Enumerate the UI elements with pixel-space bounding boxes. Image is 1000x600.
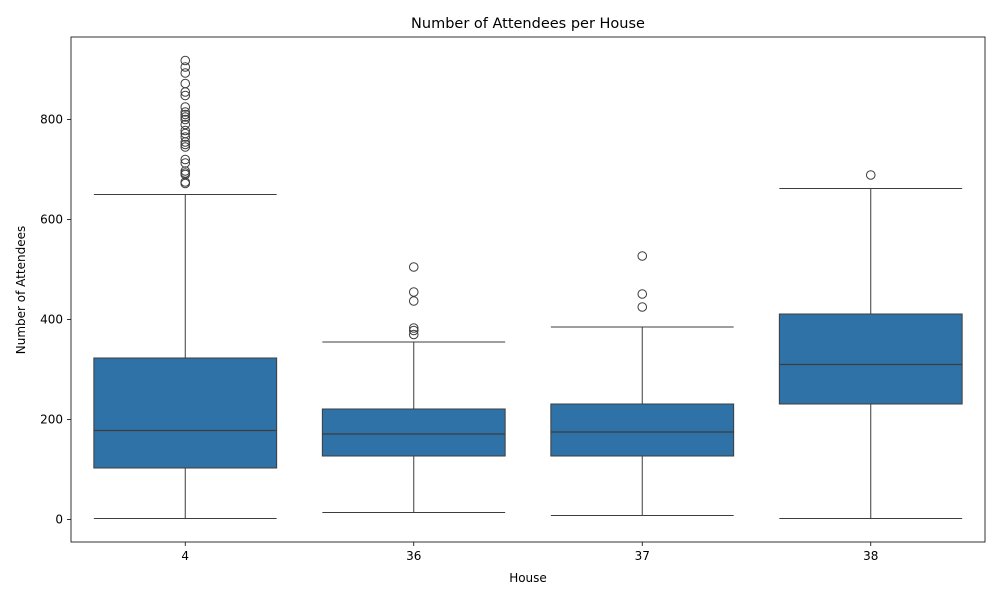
outlier-point (180, 125, 191, 136)
x-tick-label: 37 (635, 549, 650, 563)
x-tick-label: 36 (406, 549, 421, 563)
outlier-point (180, 62, 191, 72)
y-tick-label: 400 (40, 313, 63, 327)
outlier-point (180, 107, 191, 117)
box-group-37 (550, 251, 735, 516)
outlier-point (408, 323, 419, 333)
outlier-point (180, 154, 191, 165)
outlier-point (180, 132, 191, 142)
outlier-point (180, 166, 191, 176)
outlier-point (180, 102, 191, 112)
chart-title: Number of Attendees per House (411, 16, 645, 32)
outlier-point (180, 119, 191, 130)
outlier-point (180, 112, 191, 122)
outlier-point (180, 68, 191, 78)
y-tick-label: 800 (40, 113, 63, 127)
x-axis: 4 36 37 38 (181, 542, 878, 563)
outlier-point (865, 170, 876, 180)
box-group-4 (93, 55, 278, 519)
x-tick-label: 38 (863, 549, 878, 563)
box-group-38 (778, 170, 963, 519)
outlier-point (637, 302, 648, 312)
outlier-point (408, 287, 419, 297)
outlier-point (180, 109, 191, 120)
outlier-point (637, 251, 648, 261)
outlier-point (408, 296, 419, 306)
iqr-box (321, 408, 506, 457)
outlier-point (637, 289, 648, 299)
plot-frame (70, 36, 986, 543)
y-tick-label: 200 (40, 413, 63, 427)
iqr-box (93, 357, 278, 469)
outlier-point (408, 325, 419, 336)
outlier-point (180, 158, 191, 168)
box-group-36 (321, 262, 506, 513)
y-tick-label: 600 (40, 213, 63, 227)
iqr-box (550, 403, 735, 457)
outlier-point (180, 55, 191, 66)
x-axis-title: House (509, 571, 547, 585)
y-axis-title: Number of Attendees (14, 226, 28, 354)
outlier-point (180, 78, 191, 89)
outlier-point (408, 262, 419, 272)
x-tick-label: 4 (181, 549, 189, 563)
outlier-point (180, 90, 191, 101)
y-tick-label: 0 (55, 513, 63, 527)
iqr-box (778, 313, 963, 405)
outlier-point (180, 142, 191, 152)
outlier-point (408, 329, 419, 340)
outlier-point (180, 114, 191, 125)
outlier-point (180, 139, 191, 150)
y-axis: 0 200 400 600 800 (40, 113, 71, 527)
plot-area (93, 55, 963, 519)
